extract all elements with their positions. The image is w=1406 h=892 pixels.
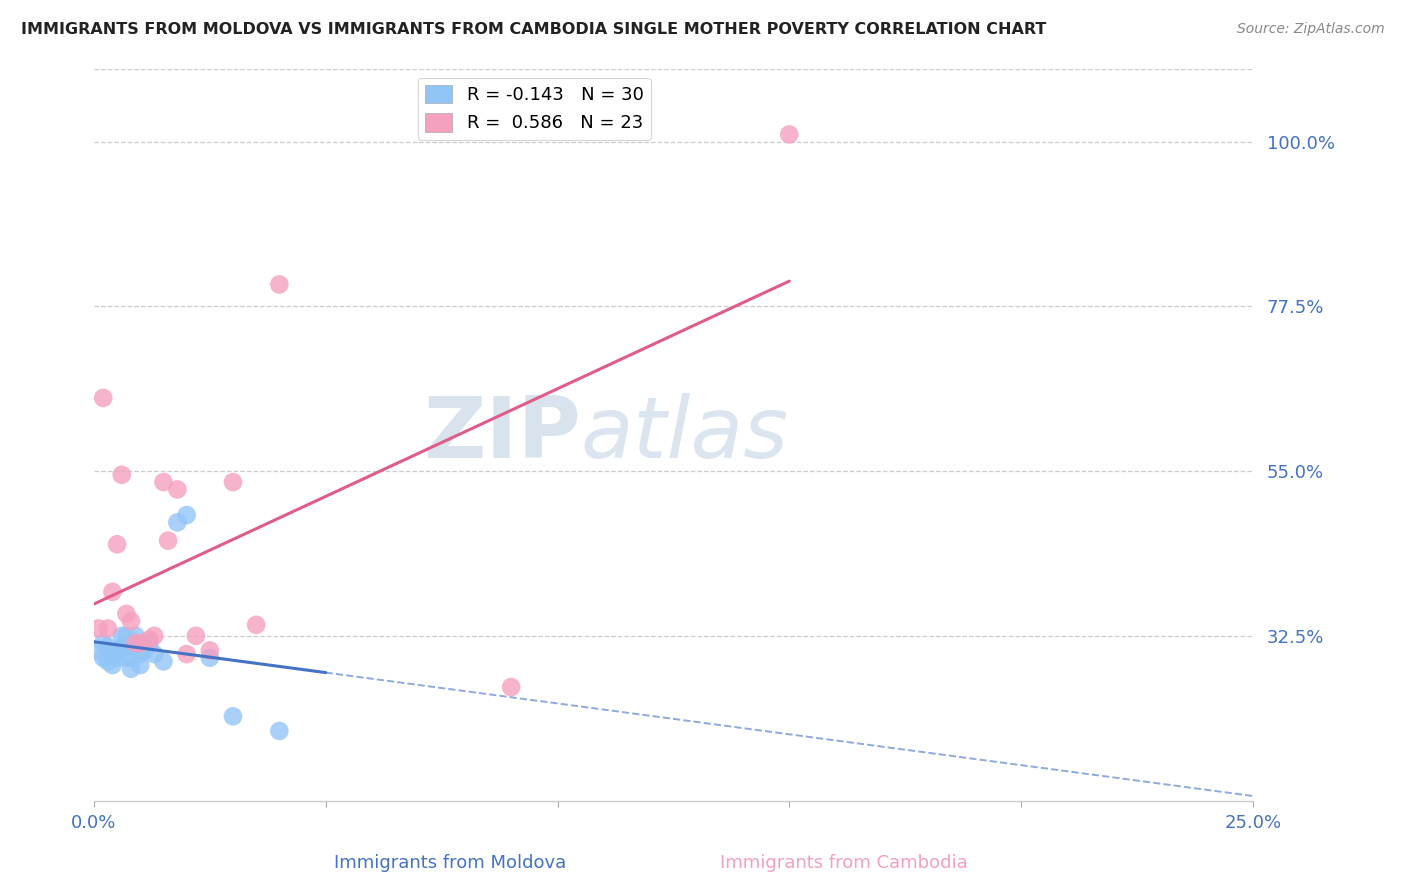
Point <box>115 607 138 621</box>
Text: IMMIGRANTS FROM MOLDOVA VS IMMIGRANTS FROM CAMBODIA SINGLE MOTHER POVERTY CORREL: IMMIGRANTS FROM MOLDOVA VS IMMIGRANTS FR… <box>21 22 1046 37</box>
Point <box>120 650 142 665</box>
Point <box>138 632 160 647</box>
Text: Immigrants from Cambodia: Immigrants from Cambodia <box>720 855 967 872</box>
Point <box>176 647 198 661</box>
Point <box>120 662 142 676</box>
Point <box>143 647 166 661</box>
Point <box>97 655 120 669</box>
Point <box>198 650 221 665</box>
Point <box>105 647 128 661</box>
Point <box>129 658 152 673</box>
Point <box>269 277 291 292</box>
Point <box>105 643 128 657</box>
Point <box>105 537 128 551</box>
Point <box>91 650 114 665</box>
Text: Source: ZipAtlas.com: Source: ZipAtlas.com <box>1237 22 1385 37</box>
Point <box>138 636 160 650</box>
Point <box>166 516 188 530</box>
Point <box>124 636 146 650</box>
Point <box>222 709 245 723</box>
Text: Immigrants from Moldova: Immigrants from Moldova <box>333 855 567 872</box>
Point <box>166 483 188 497</box>
Point <box>129 647 152 661</box>
Point <box>101 647 124 661</box>
Point <box>111 629 134 643</box>
Point <box>101 658 124 673</box>
Legend: R = -0.143   N = 30, R =  0.586   N = 23: R = -0.143 N = 30, R = 0.586 N = 23 <box>418 78 651 140</box>
Point <box>111 640 134 654</box>
Point <box>143 629 166 643</box>
Point <box>778 128 800 142</box>
Point <box>157 533 180 548</box>
Point <box>184 629 207 643</box>
Point <box>152 475 174 489</box>
Point <box>111 467 134 482</box>
Point <box>115 640 138 654</box>
Point <box>152 655 174 669</box>
Point <box>269 723 291 738</box>
Point <box>101 585 124 599</box>
Point <box>501 680 523 694</box>
Point <box>124 636 146 650</box>
Text: ZIP: ZIP <box>423 393 581 476</box>
Point <box>198 643 221 657</box>
Point <box>87 643 110 657</box>
Point <box>97 622 120 636</box>
Point <box>115 629 138 643</box>
Point <box>91 636 114 650</box>
Point <box>134 643 156 657</box>
Point <box>115 650 138 665</box>
Point <box>97 640 120 654</box>
Text: atlas: atlas <box>581 393 789 476</box>
Point <box>105 650 128 665</box>
Point <box>91 391 114 405</box>
Point <box>176 508 198 522</box>
Point <box>222 475 245 489</box>
Point <box>87 622 110 636</box>
Point <box>245 617 267 632</box>
Point <box>120 614 142 628</box>
Point <box>129 636 152 650</box>
Point <box>124 629 146 643</box>
